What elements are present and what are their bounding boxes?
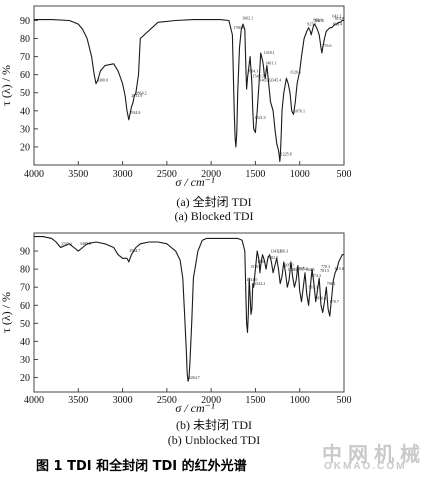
y-tick-label: 30 [20, 355, 30, 366]
y-tick-label: 70 [20, 52, 30, 63]
peak-label: 1345.4 [270, 78, 281, 83]
y-tick-label: 20 [20, 142, 30, 153]
caption-b-cn: (b) 未封闭 TDI [176, 418, 252, 432]
y-tick-label: 80 [20, 34, 30, 45]
peak-label: 1205.0 [283, 262, 294, 267]
peak-label: 1150.0 [287, 267, 298, 272]
peak-label: 613.8 [335, 16, 344, 21]
peak-label: 1076.1 [294, 108, 305, 113]
peak-label: 770.3 [321, 264, 330, 269]
x-axis-label: σ / cm⁻¹ [175, 401, 215, 415]
peak-label: 1343.1 [270, 249, 281, 254]
peak-label: 874.3 [312, 273, 321, 278]
watermark-en: OKMAO.COM [324, 461, 407, 472]
y-tick-label: 90 [20, 247, 30, 258]
x-tick-label: 1500 [245, 395, 265, 406]
peak-label: 1570.0 [250, 264, 261, 269]
peak-label: 1490.7 [257, 259, 268, 264]
peak-label: 3707.3 [61, 241, 72, 246]
y-tick-label: 60 [20, 70, 30, 81]
x-tick-label: 3500 [68, 169, 88, 180]
chart-blocked-tdi: 4000 3500 3000 2500 2000 1500 1000 500 20 30 40 50 6… [0, 5, 352, 189]
peak-label: 3493.5 [80, 241, 91, 246]
peak-label: 1662.1 [242, 15, 253, 20]
peak-label: 1382.0 [267, 255, 278, 260]
x-tick-label: 2000 [201, 395, 221, 406]
figure-title: 图 1 TDI 和全封闭 TDI 的红外光谱 [36, 459, 247, 474]
peak-label: 1225.8 [281, 151, 292, 156]
peak-label: 2864.2 [136, 90, 147, 95]
y-tick-label: 30 [20, 124, 30, 135]
x-tick-label: 3500 [68, 395, 88, 406]
x-tick-label: 1000 [290, 169, 310, 180]
peak-label: 670.7 [330, 299, 339, 304]
caption-a-en: (a) Blocked TDI [174, 209, 254, 223]
y-tick-label: 50 [20, 319, 30, 330]
x-tick-label: 4000 [24, 169, 44, 180]
y-tick-label: 80 [20, 265, 30, 276]
peak-label: 1524.2 [254, 281, 265, 286]
peak-label: 1266.3 [277, 248, 288, 253]
peak-label: 2264.7 [189, 375, 200, 380]
peak-label: 1079.5 [294, 266, 305, 271]
peak-label: 1120.6 [290, 70, 301, 75]
peak-label: 2934.8 [129, 110, 140, 115]
chart-unblocked-tdi: 4000 3500 3000 2500 2000 1500 1000 500 20 30 40 50 6… [0, 232, 352, 415]
peak-label: 944.5 [306, 267, 315, 272]
y-axis-label: τ (λ) / % [0, 292, 13, 333]
x-tick-label: 4000 [24, 395, 44, 406]
spectrum-line [34, 236, 344, 382]
spectrum-line [34, 19, 344, 162]
peak-label: 3300.0 [97, 78, 108, 83]
peak-label: 781.5 [320, 268, 329, 273]
peak-label: 642.2 [332, 14, 341, 19]
plot-frame [33, 232, 345, 393]
peak-label: 841.8 [315, 18, 324, 23]
x-tick-label: 2000 [201, 169, 221, 180]
peak-label: 816.6 [317, 296, 326, 301]
y-tick-label: 40 [20, 106, 30, 117]
x-tick-label: 1000 [290, 395, 310, 406]
peak-label: 1045.2 [297, 266, 308, 271]
peak-label: 1401.1 [265, 61, 276, 66]
peak-label: 1465.6 [259, 78, 270, 83]
peak-label: 1418.1 [264, 50, 275, 55]
y-tick-label: 90 [20, 16, 30, 27]
peak-label: 2911.9 [131, 93, 142, 98]
y-tick-label: 40 [20, 337, 30, 348]
peak-label: 633.4 [333, 22, 342, 27]
peak-label: 856.8 [313, 17, 322, 22]
x-tick-label: 500 [337, 169, 352, 180]
y-tick-label: 50 [20, 88, 30, 99]
caption-a-cn: (a) 全封闭 TDI [176, 195, 252, 209]
y-axis-label: τ (λ) / % [0, 65, 13, 106]
watermark-cn: 中网机械 [322, 442, 426, 466]
y-tick-label: 60 [20, 301, 30, 312]
peak-label: 753.6 [323, 43, 332, 48]
peak-label: 1604.1 [247, 69, 258, 74]
peak-label: 615.6 [335, 266, 344, 271]
peak-label: 910.3 [309, 284, 318, 289]
x-tick-label: 3000 [113, 395, 133, 406]
peak-label: 2934.7 [129, 248, 140, 253]
x-tick-label: 2500 [157, 169, 177, 180]
peak-label: 1521.0 [255, 115, 266, 120]
peak-label: 927.0 [307, 21, 316, 26]
x-tick-label: 2500 [157, 395, 177, 406]
x-tick-label: 3000 [113, 169, 133, 180]
peak-label: 1614.0 [246, 277, 257, 282]
x-axis-label: σ / cm⁻¹ [175, 175, 215, 189]
peak-label: 706.1 [327, 281, 336, 286]
x-tick-label: 500 [337, 395, 352, 406]
caption-b-en: (b) Unblocked TDI [167, 433, 261, 447]
peak-label: 1543.3 [253, 74, 264, 79]
peak-label: 1760.8 [233, 25, 244, 30]
y-tick-label: 20 [20, 373, 30, 384]
x-tick-label: 1500 [245, 169, 265, 180]
plot-frame [33, 5, 345, 166]
y-tick-label: 70 [20, 283, 30, 294]
